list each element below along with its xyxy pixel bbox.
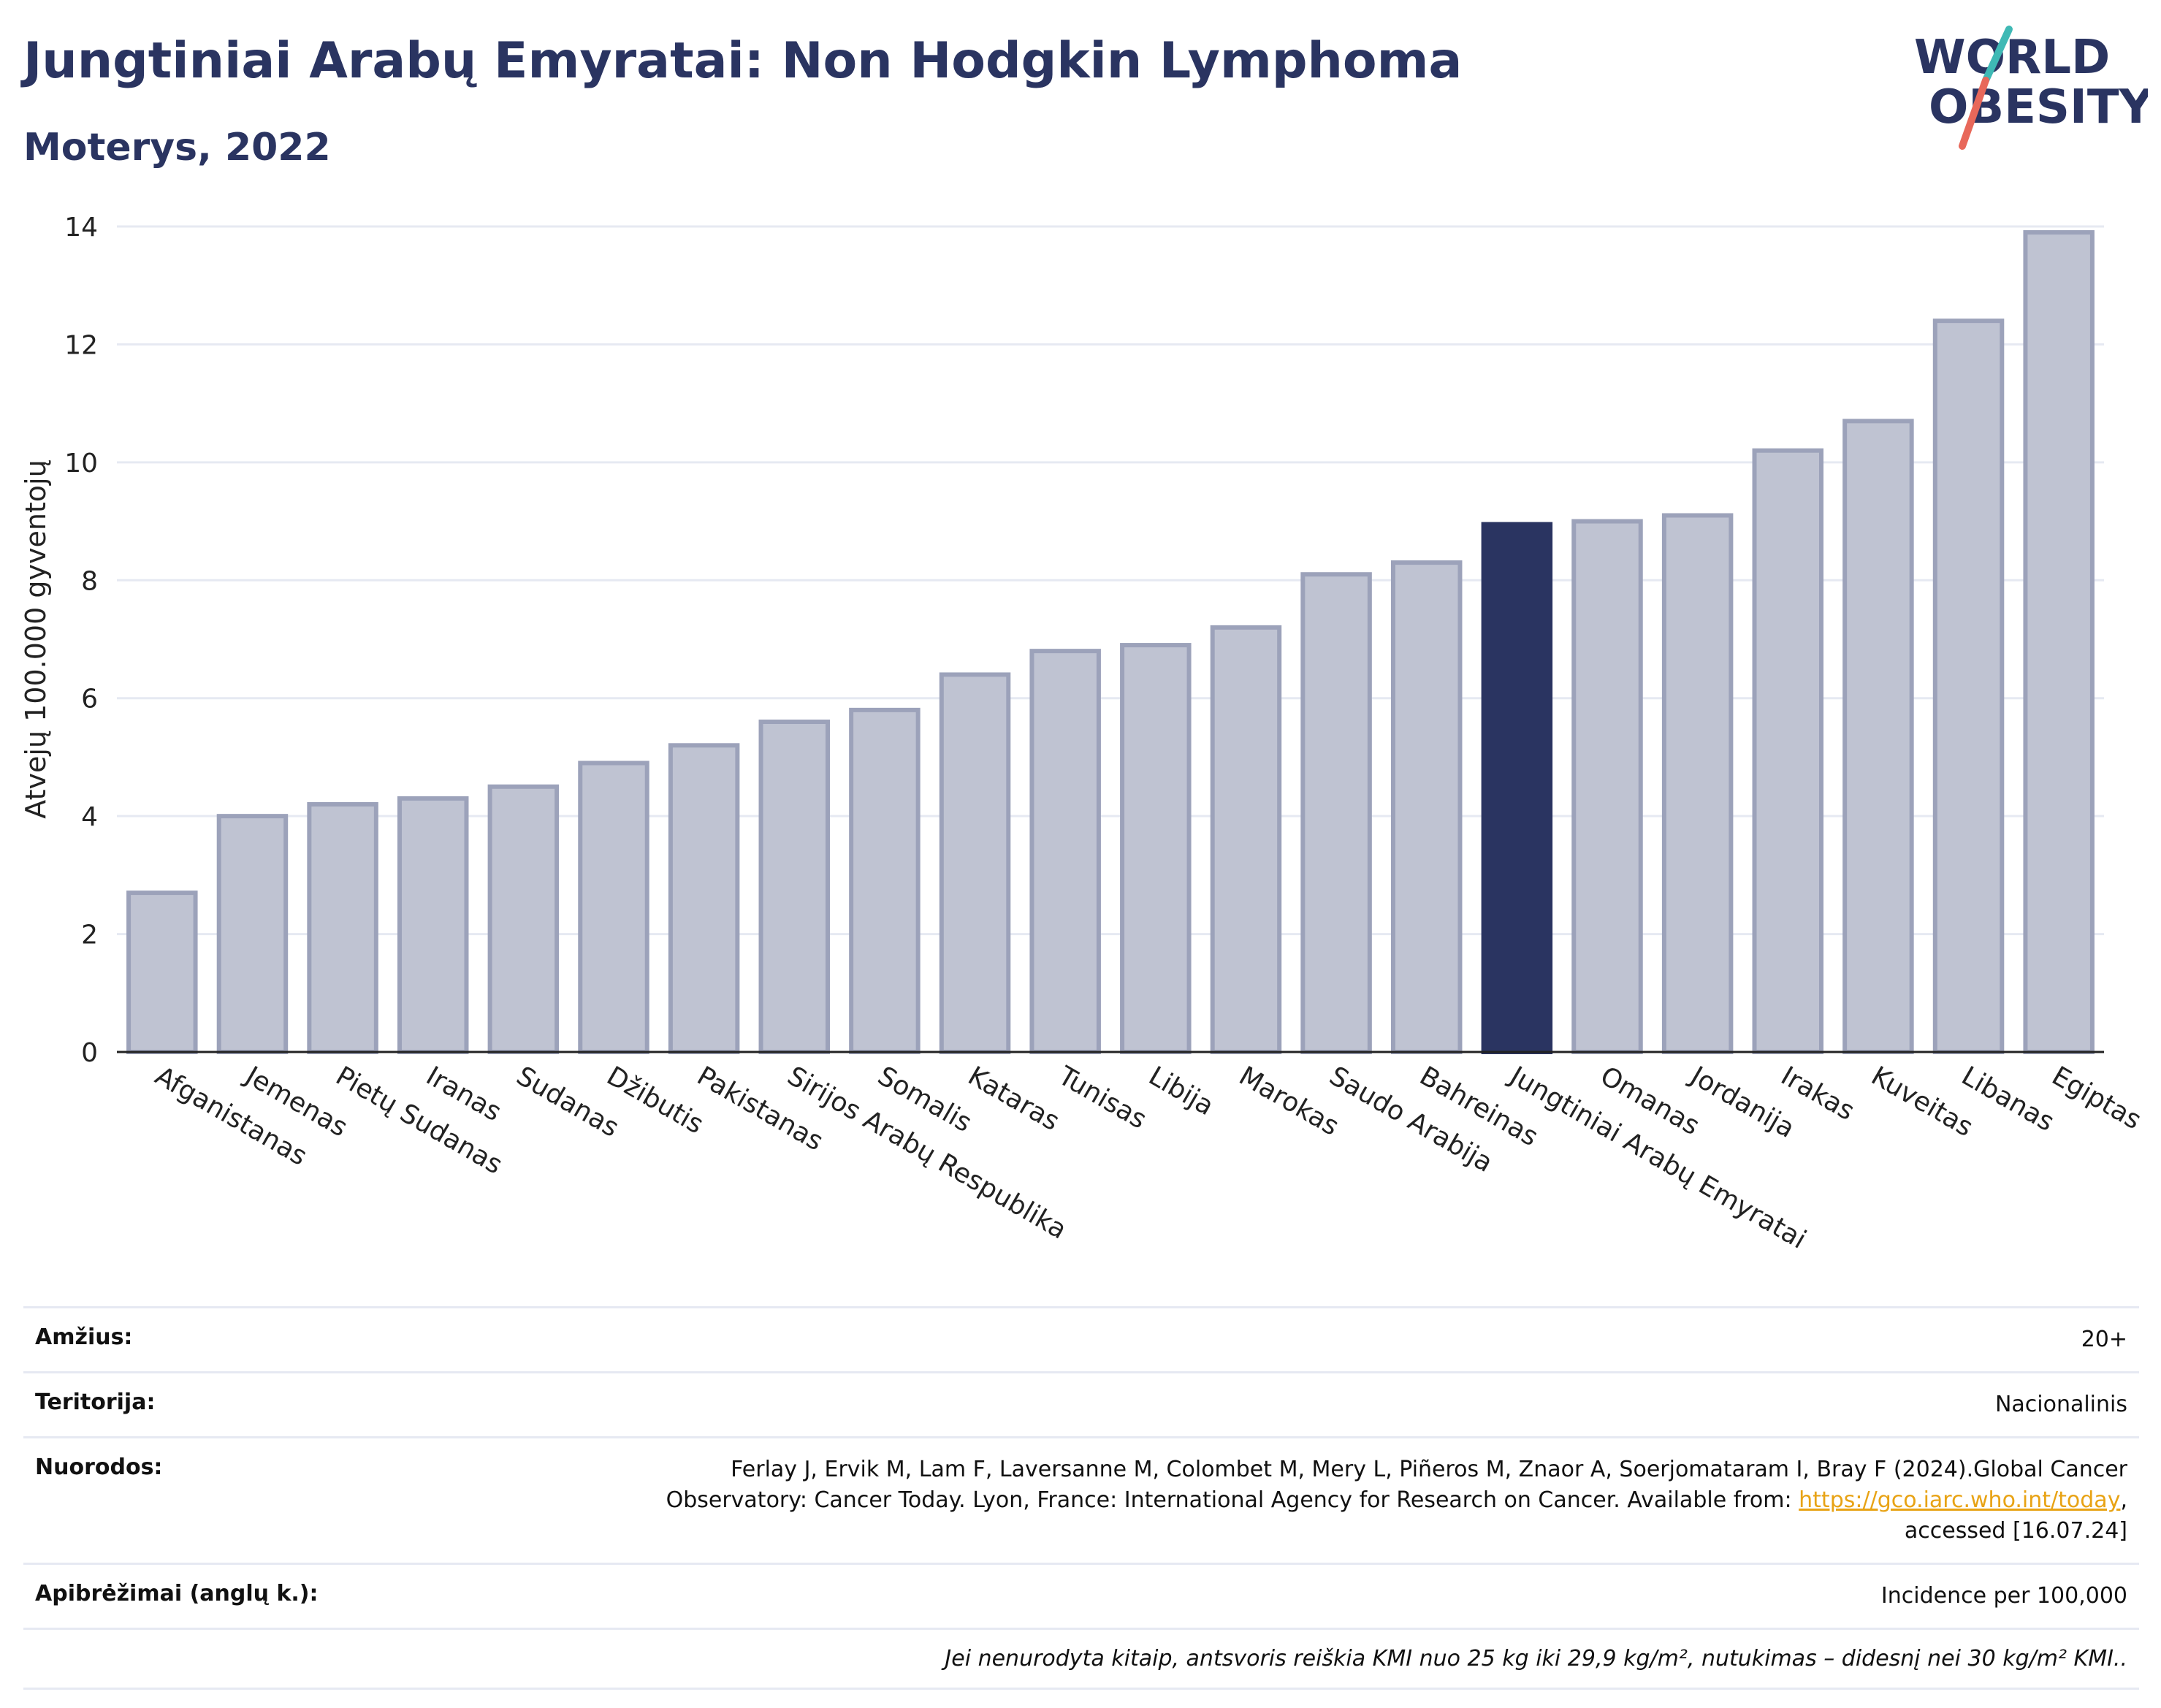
x-tick-label: Egiptas — [2047, 1061, 2146, 1135]
logo-line-1: WORLD — [1914, 31, 2110, 85]
age-label: Amžius: — [35, 1324, 133, 1350]
bar — [758, 720, 831, 1054]
definitions-value: Incidence per 100,000 — [1880, 1583, 2127, 1609]
bar — [578, 760, 649, 1054]
bar — [1661, 513, 1734, 1054]
bar — [126, 891, 198, 1054]
bar — [1029, 649, 1101, 1054]
bar — [939, 672, 1011, 1054]
bar — [2023, 230, 2095, 1055]
bar — [1752, 448, 1824, 1054]
bar — [1120, 643, 1192, 1054]
definitions-label: Apibrėžimai (anglų k.): — [35, 1581, 319, 1606]
logo-slash-teal — [1982, 26, 2013, 84]
y-tick-labels: 0 2 4 6 8 10 12 14 — [64, 213, 98, 1068]
x-tick-label: Kuveitas — [1866, 1061, 1978, 1143]
x-tick-label: Libija — [1143, 1061, 1219, 1121]
x-tick-label: Tunisas — [1053, 1061, 1151, 1135]
info-row-definitions: Apibrėžimai (anglų k.): Incidence per 10… — [23, 1565, 2139, 1630]
x-tick-label: Džibutis — [602, 1061, 709, 1140]
chart-title: Jungtiniai Arabų Emyratai: Non Hodgkin L… — [23, 32, 1463, 90]
bar — [1210, 625, 1282, 1054]
bar — [307, 802, 378, 1054]
chart-subtitle: Moterys, 2022 — [23, 126, 331, 169]
territory-value: Nacionalinis — [1994, 1392, 2127, 1417]
references-link[interactable]: https://gco.iarc.who.int/today — [1799, 1487, 2121, 1513]
bar — [1571, 519, 1643, 1055]
y-tick-label: 2 — [81, 920, 98, 950]
info-row-age: Amžius: 20+ — [23, 1306, 2139, 1373]
logo-line-2: OBESITY — [1929, 80, 2148, 134]
references-accessed: , accessed [16.07.24] — [1904, 1487, 2127, 1544]
info-table: Amžius: 20+ Teritorija: Nacionalinis Nuo… — [23, 1306, 2139, 1690]
y-tick-label: 14 — [64, 213, 98, 243]
age-value: 20+ — [2081, 1327, 2127, 1352]
bar — [397, 796, 469, 1055]
y-tick-label: 4 — [81, 802, 98, 832]
y-tick-label: 8 — [81, 566, 98, 596]
world-obesity-logo: WORLD OBESITY — [1914, 26, 2148, 150]
y-tick-label: 10 — [64, 449, 98, 479]
info-row-note: Jei nenurodyta kitaip, antsvoris reiškia… — [23, 1630, 2139, 1690]
x-tick-label: Afganistanas — [150, 1061, 312, 1172]
x-tick-label: Marokas — [1234, 1061, 1344, 1142]
y-tick-label: 6 — [81, 685, 98, 714]
footnote: Jei nenurodyta kitaip, antsvoris reiškia… — [945, 1646, 2127, 1671]
bar — [1842, 419, 1914, 1055]
bar — [1300, 572, 1372, 1054]
references-label: Nuorodos: — [35, 1455, 163, 1480]
y-tick-label: 12 — [64, 330, 98, 360]
bar — [1481, 522, 1553, 1055]
x-tick-label: Sudanas — [511, 1061, 624, 1143]
x-tick-label: Jordanija — [1684, 1060, 1799, 1144]
logo-slash-red — [1959, 77, 1989, 150]
info-row-territory: Teritorija: Nacionalinis — [23, 1373, 2139, 1438]
bar — [1390, 560, 1463, 1055]
bars — [126, 230, 2095, 1055]
references-text: Ferlay J, Ervik M, Lam F, Laversanne M, … — [666, 1457, 2127, 1513]
bar — [668, 743, 740, 1054]
bar — [216, 814, 289, 1055]
bar — [487, 784, 560, 1054]
y-axis-label: Atvejų 100.000 gyventojų — [20, 460, 52, 818]
bar — [1932, 319, 2005, 1054]
references-value: Ferlay J, Ervik M, Lam F, Laversanne M, … — [593, 1455, 2127, 1547]
territory-label: Teritorija: — [35, 1389, 156, 1415]
y-tick-label: 0 — [81, 1038, 98, 1068]
bar — [849, 707, 921, 1054]
info-row-references: Nuorodos: Ferlay J, Ervik M, Lam F, Lave… — [23, 1438, 2139, 1565]
x-tick-label: Kataras — [963, 1061, 1064, 1137]
